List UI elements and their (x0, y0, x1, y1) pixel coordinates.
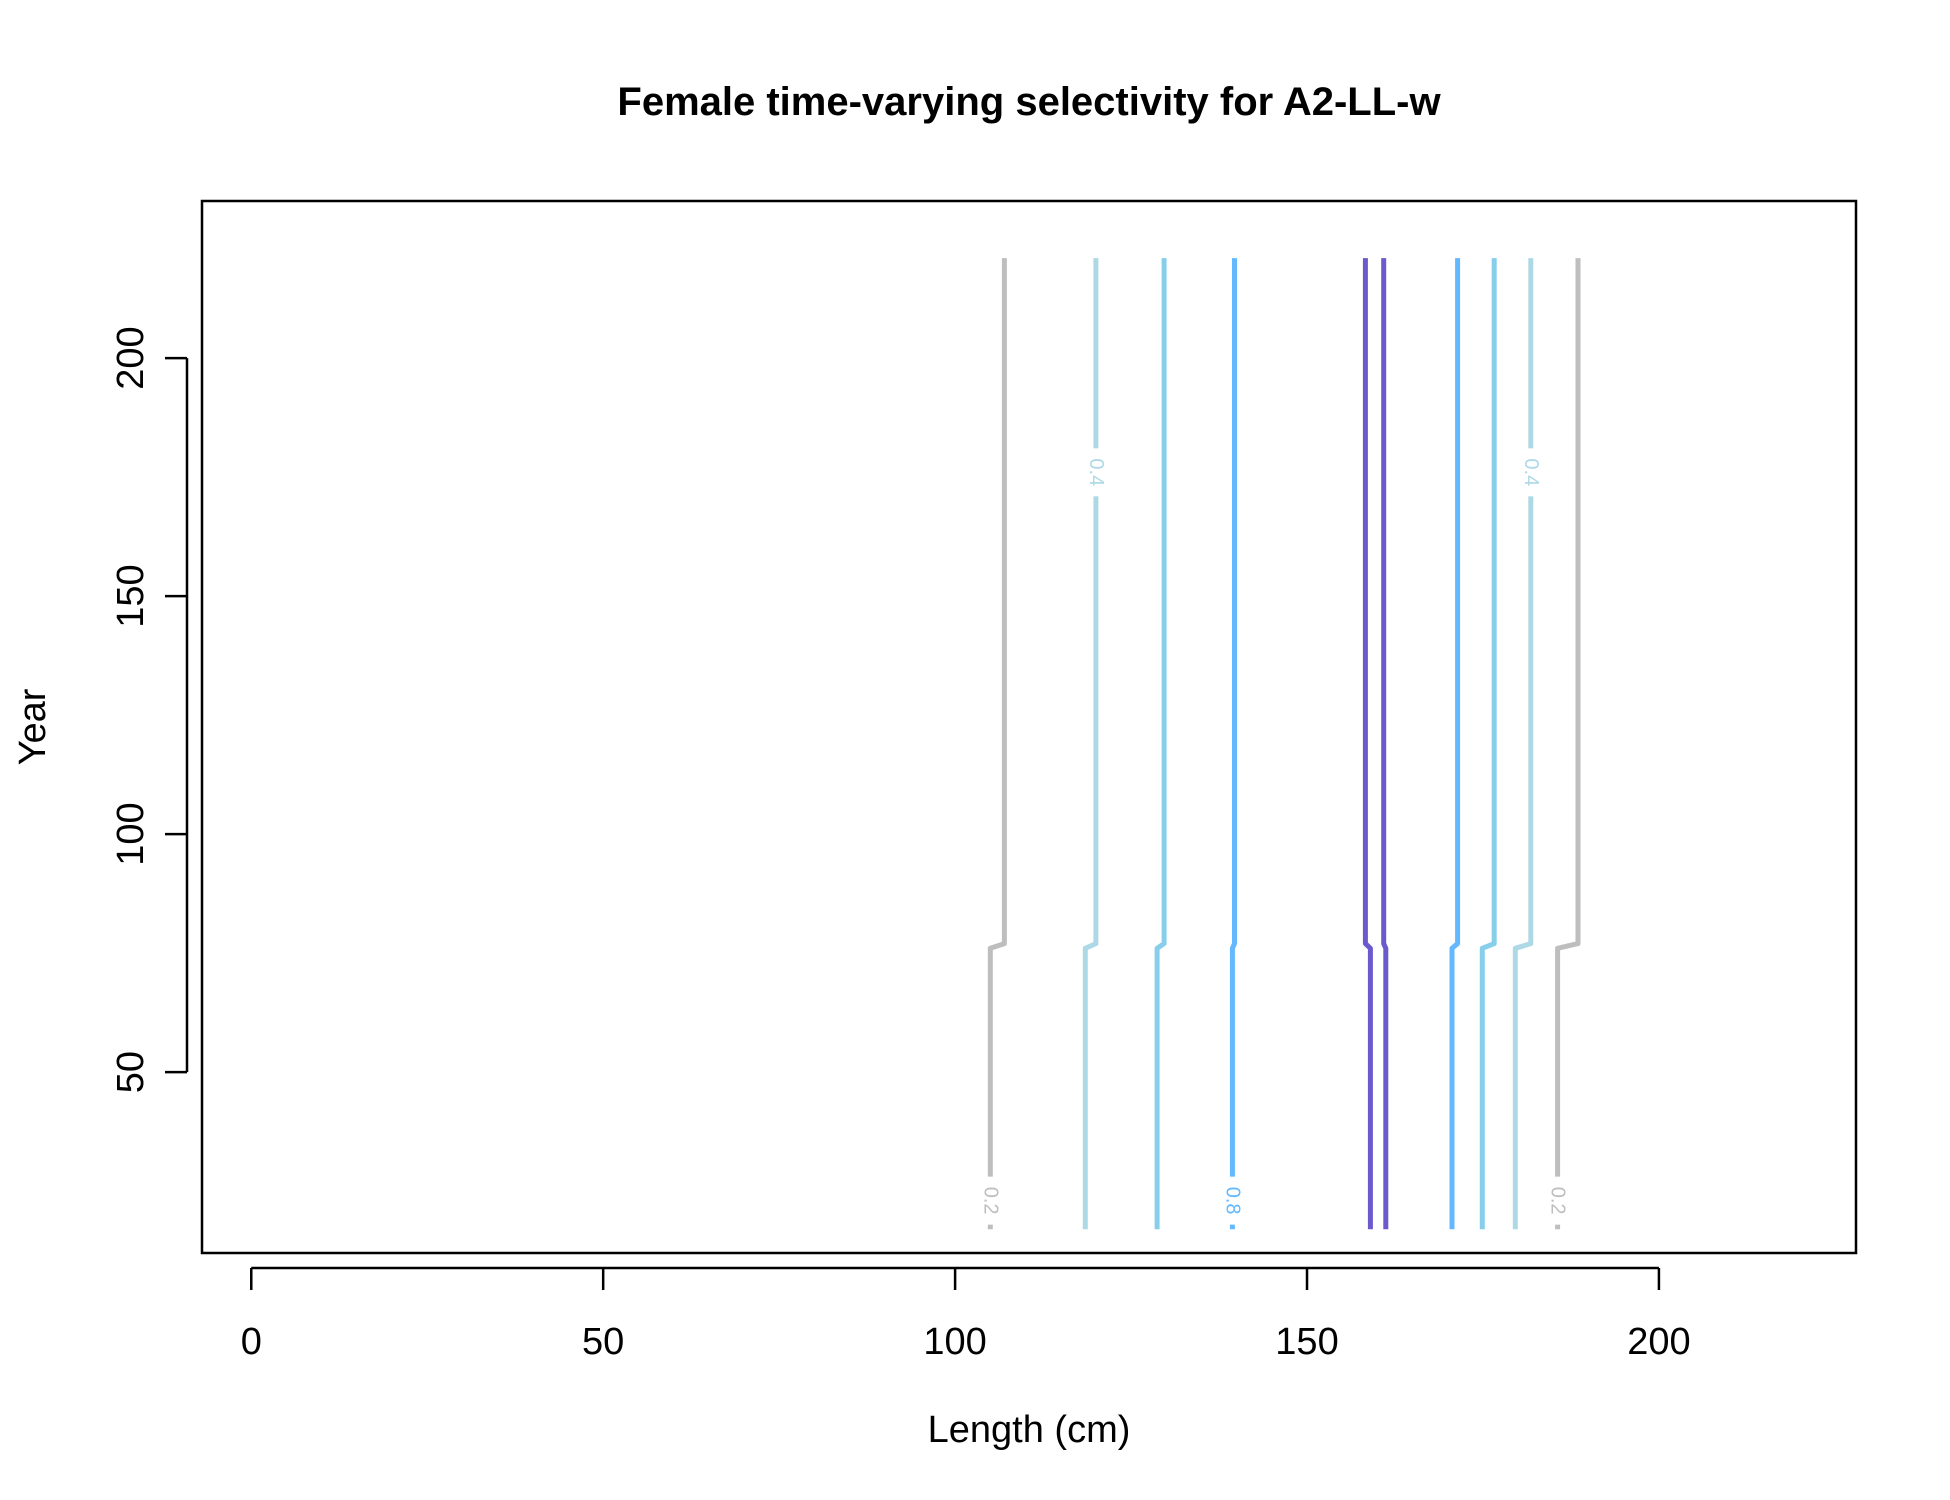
contour-line-4 (1229, 258, 1237, 1230)
contour-label-gap (1522, 448, 1539, 497)
contour-label: 0.4 (1085, 458, 1107, 486)
contour-line-5 (1362, 258, 1373, 1230)
contour-line-1 (987, 258, 1007, 1230)
contour-line-8 (1479, 258, 1497, 1230)
plot-frame (200, 199, 1858, 1255)
x-tick-label: 0 (241, 1321, 262, 1363)
y-axis: 50 100 150 200 (110, 326, 189, 1093)
x-tick-label: 50 (582, 1321, 624, 1363)
chart-title: Female time-varying selectivity for A2-L… (617, 80, 1441, 124)
contour-line-2 (1082, 258, 1099, 1230)
contour-line-7 (1449, 258, 1461, 1230)
contour-label-gap (1549, 1176, 1566, 1225)
contour-label: 0.2 (979, 1187, 1001, 1215)
contour-line-6 (1381, 258, 1389, 1230)
y-tick-label: 200 (110, 326, 152, 389)
x-axis: 0 50 100 150 200 (241, 1266, 1691, 1363)
y-tick-label: 50 (110, 1051, 152, 1093)
contour-line-3 (1154, 258, 1167, 1230)
contour-label-gap (1224, 1176, 1241, 1225)
y-tick-label: 150 (110, 564, 152, 627)
x-tick-label: 200 (1627, 1321, 1690, 1363)
contour-label-gap (1087, 448, 1104, 497)
contour-label: 0.4 (1520, 458, 1542, 486)
x-tick-label: 100 (923, 1321, 986, 1363)
x-axis-label: Length (cm) (928, 1409, 1131, 1451)
contour-label: 0.8 (1221, 1187, 1243, 1215)
contour-label-gap (982, 1176, 999, 1225)
y-tick-label: 100 (110, 802, 152, 865)
contour-label: 0.2 (1547, 1187, 1569, 1215)
y-axis-label: Year (12, 688, 54, 765)
contour-line-10 (1555, 258, 1581, 1230)
x-tick-label: 150 (1275, 1321, 1338, 1363)
contour-line-9 (1512, 258, 1534, 1230)
contour-lines: 0.2 0.4 0.8 0.4 0.2 (979, 258, 1581, 1230)
